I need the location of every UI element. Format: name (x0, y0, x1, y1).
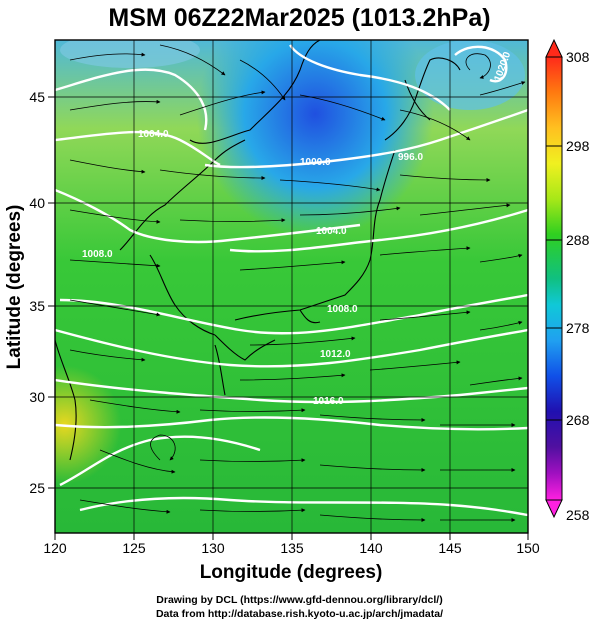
y-tick-label: 30 (29, 389, 45, 405)
credit-line-1: Drawing by DCL (https://www.gfd-dennou.o… (156, 594, 443, 606)
contour-label: 1008.0 (82, 249, 113, 260)
colorbar-max-arrow (545, 38, 563, 58)
credit-line-2: Data from http://database.rish.kyoto-u.a… (155, 608, 444, 620)
x-tick-label: 145 (438, 540, 462, 556)
x-tick-label: 150 (516, 540, 540, 556)
y-tick-label: 25 (29, 480, 45, 496)
y-tick-label: 45 (29, 89, 45, 105)
x-tick-label: 125 (122, 540, 146, 556)
contour-label: 1012.0 (320, 349, 351, 360)
x-tick-labels: 120 125 130 135 140 145 150 (43, 540, 540, 556)
colorbar: 308 298 288 278 268 258 (545, 38, 590, 523)
x-axis-title: Longitude (degrees) (200, 562, 383, 583)
contour-label: 1016.0 (313, 396, 344, 407)
contour-label: 1004.0 (316, 226, 347, 237)
contour-label: 1004.0 (138, 129, 169, 140)
contour-label: 1000.0 (300, 157, 331, 168)
y-tick-label: 35 (29, 298, 45, 314)
warm-region (55, 40, 528, 533)
x-tick-label: 140 (359, 540, 383, 556)
colorbar-label: 278 (566, 320, 590, 336)
y-tick-label: 40 (29, 195, 45, 211)
wind-streamlines (69, 44, 526, 522)
plot-field: 1004.0 1008.0 1000.0 996.0 1004.0 1008.0… (55, 40, 528, 533)
colorbar-label: 258 (566, 507, 590, 523)
colorbar-gradient (545, 56, 563, 501)
pressure-contours (55, 44, 528, 517)
colorbar-label: 308 (566, 49, 590, 65)
page-title: MSM 06Z22Mar2025 (1013.2hPa) (108, 4, 491, 32)
contour-labels: 1004.0 1008.0 1000.0 996.0 1004.0 1008.0… (82, 50, 513, 407)
colorbar-label: 288 (566, 232, 590, 248)
cool-patch-east (415, 40, 525, 110)
graticule (55, 40, 528, 533)
colorbar-min-arrow (545, 499, 563, 519)
contour-label: 1008.0 (327, 304, 358, 315)
y-axis-title: Latitude (degrees) (4, 205, 25, 370)
x-tick-label: 120 (43, 540, 67, 556)
colorbar-label: 268 (566, 412, 590, 428)
axis-ticks (48, 96, 529, 540)
contour-label: 996.0 (398, 152, 423, 163)
colorbar-label: 298 (566, 138, 590, 154)
x-tick-label: 135 (280, 540, 304, 556)
x-tick-label: 130 (201, 540, 225, 556)
y-tick-labels: 45 40 35 30 25 (29, 89, 45, 496)
